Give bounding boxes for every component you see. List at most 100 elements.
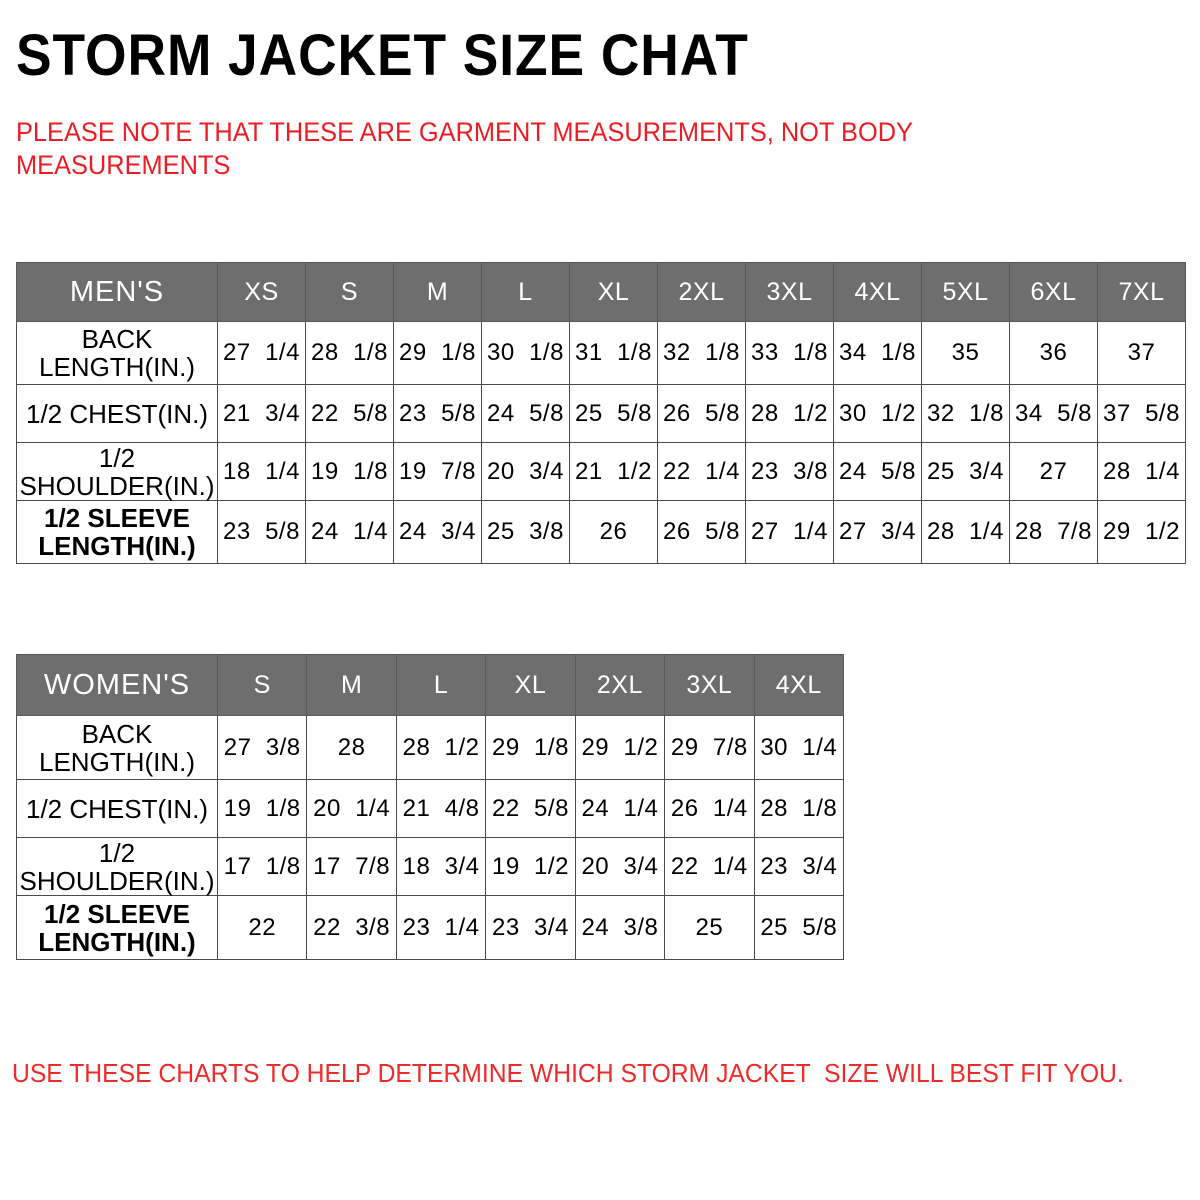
mens-size-header-2xl: 2XL: [657, 262, 746, 322]
table-cell: 19 1/8: [216, 779, 308, 838]
page-title: STORM JACKET SIZE CHAT: [16, 23, 749, 88]
table-row: 1/2 SHOULDER(IN.) 17 1/8 17 7/8 18 3/4 19 1/…: [16, 837, 845, 896]
womens-header-corner: WOMEN'S: [16, 654, 218, 716]
table-row: 1/2 SLEEVE LENGTH(IN.) 22 22 3/8 23 1/4 23 3/…: [16, 895, 845, 960]
mens-size-header-s: S: [305, 262, 394, 322]
row-label-line-1: 1/2 SLEEVE: [44, 503, 190, 533]
table-cell: 24 1/4: [305, 500, 394, 564]
table-cell: 29 1/8: [393, 321, 482, 385]
table-cell: 29 7/8: [664, 715, 755, 780]
table-cell: 32 1/8: [657, 321, 746, 385]
mens-size-header-4xl: 4XL: [833, 262, 922, 322]
womens-size-header-4xl: 4XL: [753, 654, 845, 716]
table-cell: 26: [569, 500, 658, 564]
table-row: 1/2 CHEST(IN.) 21 3/4 22 5/8 23 5/8 24 5/8 25…: [16, 384, 1186, 443]
womens-size-header-3xl: 3XL: [664, 654, 755, 716]
table-cell: 25 5/8: [753, 895, 845, 960]
mens-size-header-xs: XS: [217, 262, 306, 322]
row-label-line-1: BACK: [81, 324, 153, 354]
table-cell: 19 1/8: [305, 442, 394, 501]
row-label-line-1: 1/2 SLEEVE: [44, 898, 190, 929]
table-cell: 37 5/8: [1097, 384, 1186, 443]
table-cell: 21 1/2: [569, 442, 658, 501]
table-cell: 31 1/8: [569, 321, 658, 385]
table-row: 1/2 SHOULDER(IN.) 18 1/4 19 1/8 19 7/8 20 3/…: [16, 442, 1186, 501]
womens-size-header-xl: XL: [485, 654, 576, 716]
womens-row-label-1: 1/2 CHEST(IN.): [16, 779, 218, 838]
table-cell: 28 1/2: [745, 384, 834, 443]
table-cell: 30 1/8: [481, 321, 570, 385]
table-cell: 21 3/4: [217, 384, 306, 443]
table-cell: 17 7/8: [306, 837, 397, 896]
table-cell: 25 3/8: [481, 500, 570, 564]
table-cell: 28 1/8: [753, 779, 845, 838]
table-cell: 22 3/8: [306, 895, 397, 960]
table-cell: 29 1/8: [485, 715, 576, 780]
table-cell: 25: [664, 895, 755, 960]
womens-row-label-0: BACK LENGTH(IN.): [16, 715, 218, 780]
womens-size-header-s: S: [216, 654, 308, 716]
row-label-line-2: LENGTH(IN.): [39, 352, 195, 382]
table-cell: 30 1/4: [753, 715, 845, 780]
table-cell: 22 5/8: [485, 779, 576, 838]
table-cell: 35: [921, 321, 1010, 385]
table-cell: 27 3/4: [833, 500, 922, 564]
womens-row-label-3: 1/2 SLEEVE LENGTH(IN.): [16, 895, 218, 960]
mens-row-label-0: BACK LENGTH(IN.): [16, 321, 218, 385]
table-cell: 27 1/4: [217, 321, 306, 385]
table-cell: 19 1/2: [485, 837, 576, 896]
table-cell: 17 1/8: [216, 837, 308, 896]
table-cell: 18 3/4: [395, 837, 487, 896]
table-cell: 20 3/4: [481, 442, 570, 501]
table-cell: 20 1/4: [306, 779, 397, 838]
table-cell: 28 1/2: [395, 715, 487, 780]
table-cell: 19 7/8: [393, 442, 482, 501]
table-cell: 29 1/2: [1097, 500, 1186, 564]
mens-size-header-l: L: [481, 262, 570, 322]
womens-size-header-l: L: [395, 654, 487, 716]
mens-size-header-5xl: 5XL: [921, 262, 1010, 322]
table-row: 1/2 CHEST(IN.) 19 1/8 20 1/4 21 4/8 22 5/8 24…: [16, 779, 845, 838]
table-cell: 26 1/4: [664, 779, 755, 838]
table-cell: 26 5/8: [657, 384, 746, 443]
table-cell: 23 5/8: [393, 384, 482, 443]
garment-measurement-note: PLEASE NOTE THAT THESE ARE GARMENT MEASU…: [16, 117, 913, 180]
table-cell: 22: [216, 895, 308, 960]
table-row: 1/2 SLEEVE LENGTH(IN.) 23 5/8 24 1/4 24 3/4 2…: [16, 500, 1186, 564]
mens-header-corner: MEN'S: [16, 262, 218, 322]
mens-size-header-3xl: 3XL: [745, 262, 834, 322]
womens-size-table: WOMEN'S S M L XL 2XL 3XL 4XL BACK LENGTH(IN.) 27 3…: [16, 654, 845, 960]
mens-row-label-3: 1/2 SLEEVE LENGTH(IN.): [16, 500, 218, 564]
table-cell: 29 1/2: [574, 715, 666, 780]
table-cell: 20 3/4: [574, 837, 666, 896]
mens-size-header-6xl: 6XL: [1009, 262, 1098, 322]
womens-table-body: WOMEN'S S M L XL 2XL 3XL 4XL BACK LENGTH(IN.) 27 3…: [16, 654, 845, 960]
table-row: BACK LENGTH(IN.) 27 1/4 28 1/8 29 1/8 30 1/8 3…: [16, 321, 1186, 385]
table-cell: 27 3/8: [216, 715, 308, 780]
mens-size-header-m: M: [393, 262, 482, 322]
table-cell: 28 7/8: [1009, 500, 1098, 564]
mens-size-table: MEN'S XS S M L XL 2XL 3XL 4XL 5XL 6XL 7XL BACK LENGTH…: [16, 262, 1186, 564]
table-cell: 37: [1097, 321, 1186, 385]
table-cell: 27: [1009, 442, 1098, 501]
womens-size-header-2xl: 2XL: [574, 654, 666, 716]
mens-header-row: MEN'S XS S M L XL 2XL 3XL 4XL 5XL 6XL 7XL: [16, 262, 1186, 322]
womens-header-row: WOMEN'S S M L XL 2XL 3XL 4XL: [16, 654, 845, 716]
table-cell: 23 3/4: [753, 837, 845, 896]
womens-row-label-2: 1/2 SHOULDER(IN.): [16, 837, 218, 896]
help-determine-size-note: USE THESE CHARTS TO HELP DETERMINE WHICH…: [12, 1058, 1124, 1088]
table-cell: 36: [1009, 321, 1098, 385]
table-cell: 34 5/8: [1009, 384, 1098, 443]
table-cell: 25 3/4: [921, 442, 1010, 501]
table-cell: 22 5/8: [305, 384, 394, 443]
table-cell: 22 1/4: [664, 837, 755, 896]
table-cell: 24 3/4: [393, 500, 482, 564]
table-cell: 23 3/8: [745, 442, 834, 501]
table-cell: 18 1/4: [217, 442, 306, 501]
mens-size-header-7xl: 7XL: [1097, 262, 1186, 322]
table-cell: 23 3/4: [485, 895, 576, 960]
table-cell: 24 5/8: [833, 442, 922, 501]
table-cell: 28 1/8: [305, 321, 394, 385]
womens-size-header-m: M: [306, 654, 397, 716]
